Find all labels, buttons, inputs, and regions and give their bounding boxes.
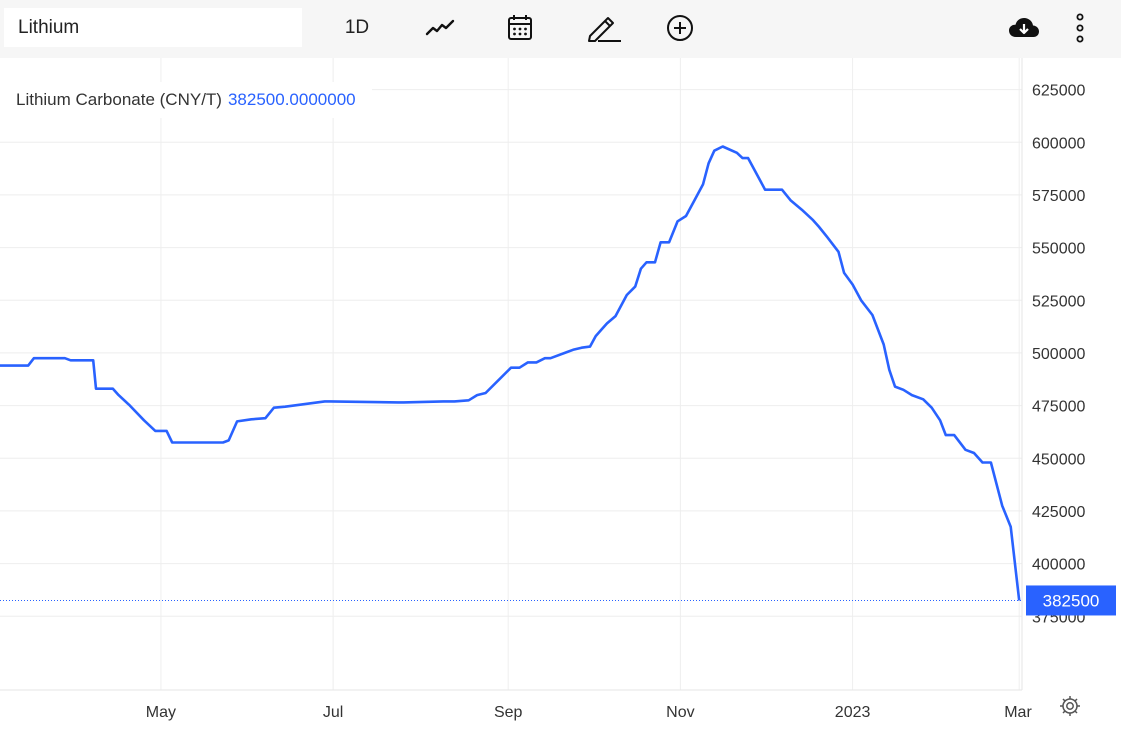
more-options-button[interactable] [1062,10,1098,46]
series-line-lithium-carbonate [0,145,1021,601]
last-value-label: 382500 [1043,591,1100,610]
y-tick-label: 475000 [1032,399,1085,416]
chart-area[interactable]: 375000 400000 425000 450000 475000 500000 5250… [0,58,1121,739]
y-tick-label: 400000 [1032,557,1085,574]
plus-circle-icon [667,15,693,41]
pencil-icon [588,17,621,42]
price-chart[interactable]: 3750004000004250004500004750005000005250… [0,58,1121,739]
chart-settings-button[interactable] [1060,696,1080,716]
y-tick-label: 500000 [1032,346,1085,363]
y-tick-label: 625000 [1032,83,1085,100]
chart-type-button[interactable] [420,10,460,46]
download-icon [1009,18,1039,37]
grid-lines [0,58,1022,690]
last-value-badge: 382500 [1026,585,1116,616]
interval-button[interactable]: 1D [344,17,370,38]
x-axis-labels: May Jul Sep Nov 2023 Mar [146,704,1033,721]
download-button[interactable] [1004,10,1044,46]
x-tick-label: Mar [1004,704,1032,721]
date-range-button[interactable] [500,10,540,46]
series-legend: Lithium Carbonate (CNY/T) 382500.0000000 [0,82,372,118]
last-value-badge-bg [1026,585,1116,616]
chart-toolbar: 1D [0,0,1121,58]
x-tick-label: Sep [494,704,523,721]
legend-series-name: Lithium Carbonate (CNY/T) [16,90,222,109]
x-tick-label: Nov [666,704,694,721]
x-tick-label: 2023 [835,704,871,721]
calendar-icon [508,15,532,40]
y-tick-label: 525000 [1032,293,1085,310]
y-axis-labels: 3750004000004250004500004750005000005250… [1032,83,1085,627]
x-tick-label: May [146,704,176,721]
y-tick-label: 550000 [1032,241,1085,258]
settings-icon [1060,696,1080,716]
y-tick-label: 450000 [1032,451,1085,468]
line-chart-icon [425,19,455,36]
y-tick-label: 600000 [1032,135,1085,152]
more-vert-icon [1076,13,1084,43]
y-tick-label: 575000 [1032,188,1085,205]
y-tick-label: 425000 [1032,504,1085,521]
symbol-search-input[interactable] [4,8,302,47]
x-tick-label: Jul [323,704,343,721]
legend-series-value: 382500.0000000 [227,90,356,109]
drawing-tools-button[interactable] [584,10,624,46]
add-indicator-button[interactable] [660,10,700,46]
